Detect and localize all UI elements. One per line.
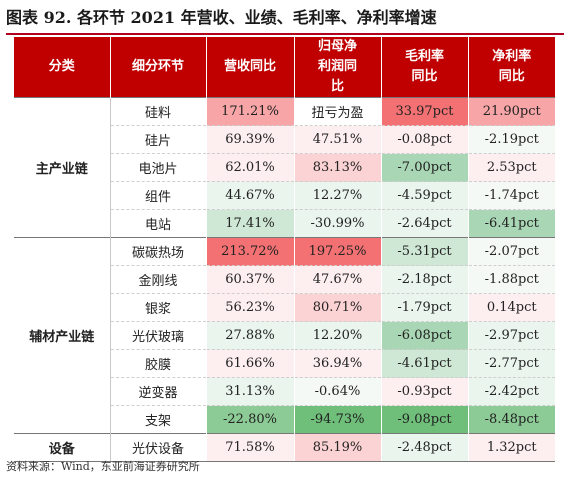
- gross-margin-cell: -2.64pct: [380, 209, 468, 238]
- net-margin-cell: -2.77pct: [467, 349, 555, 378]
- segment-cell: 金刚线: [109, 265, 206, 294]
- table-row: 设备 光伏设备 71.58% 85.19% -2.48pct 1.32pct: [14, 433, 555, 462]
- net-margin-cell: 0.14pct: [467, 293, 555, 322]
- revenue-cell: 31.13%: [205, 377, 294, 406]
- segment-cell: 电池片: [109, 153, 206, 182]
- gross-margin-cell: -4.61pct: [380, 349, 468, 378]
- revenue-cell: 61.66%: [205, 349, 294, 378]
- table-row: 电站 17.41% -30.99% -2.64pct -6.41pct: [14, 209, 555, 238]
- profit-cell: -94.73%: [293, 405, 381, 434]
- growth-table: 分类 细分环节 营收同比 归母净利润同比 毛利率同比 净利率同比 主产业链 硅料 1…: [14, 37, 555, 462]
- table-row: 主产业链 硅料 171.21% 扭亏为盈 33.97pct 21.90pct: [14, 97, 555, 238]
- net-margin-cell: -2.42pct: [467, 377, 555, 406]
- table-row: 逆变器 31.13% -0.64% -0.93pct -2.42pct: [14, 377, 555, 406]
- segment-cell: 电站: [109, 209, 206, 238]
- table-row: 支架 -22.80% -94.73% -9.08pct -8.48pct: [14, 405, 555, 434]
- profit-cell: 83.13%: [293, 153, 381, 182]
- revenue-cell: 171.21%: [205, 97, 294, 126]
- profit-cell: 80.71%: [293, 293, 381, 322]
- profit-cell: 36.94%: [293, 349, 381, 378]
- table-row: 金刚线 60.37% 47.67% -2.18pct -1.88pct: [14, 265, 555, 294]
- profit-cell: 85.19%: [293, 433, 381, 462]
- revenue-cell: 62.01%: [205, 153, 294, 182]
- header-net-margin: 净利率同比: [468, 37, 555, 98]
- gross-margin-cell: -6.08pct: [380, 321, 468, 350]
- header-group: 分类: [14, 37, 111, 98]
- profit-cell: 47.51%: [293, 125, 381, 154]
- net-margin-cell: 1.32pct: [467, 433, 555, 462]
- revenue-cell: 213.72%: [205, 237, 294, 266]
- segment-cell: 胶膜: [109, 349, 206, 378]
- revenue-cell: 17.41%: [205, 209, 294, 238]
- net-margin-cell: -1.74pct: [467, 181, 555, 210]
- group-cell: 辅材产业链: [14, 237, 111, 434]
- segment-cell: 硅片: [109, 125, 206, 154]
- net-margin-cell: 21.90pct: [467, 97, 555, 126]
- gross-margin-cell: -2.48pct: [380, 433, 468, 462]
- gross-margin-cell: -4.59pct: [380, 181, 468, 210]
- segment-cell: 光伏玻璃: [109, 321, 206, 350]
- segment-cell: 银浆: [109, 293, 206, 322]
- segment-cell: 碳碳热场: [109, 237, 206, 266]
- gross-margin-cell: -2.18pct: [380, 265, 468, 294]
- revenue-cell: 44.67%: [205, 181, 294, 210]
- header-revenue: 营收同比: [206, 37, 295, 98]
- figure-title: 图表 92. 各环节 2021 年营收、业绩、毛利率、净利率增速: [6, 8, 437, 27]
- gross-margin-cell: -0.93pct: [380, 377, 468, 406]
- profit-cell: 12.20%: [293, 321, 381, 350]
- gross-margin-cell: -5.31pct: [380, 237, 468, 266]
- table-row: 银浆 56.23% 80.71% -1.79pct 0.14pct: [14, 293, 555, 322]
- net-margin-cell: -2.19pct: [467, 125, 555, 154]
- net-margin-cell: -2.97pct: [467, 321, 555, 350]
- segment-cell: 硅料: [109, 97, 206, 126]
- header-gross-margin: 毛利率同比: [381, 37, 469, 98]
- profit-cell: -0.64%: [293, 377, 381, 406]
- revenue-cell: 60.37%: [205, 265, 294, 294]
- net-margin-cell: -8.48pct: [467, 405, 555, 434]
- net-margin-cell: -1.88pct: [467, 265, 555, 294]
- header-row: 分类 细分环节 营收同比 归母净利润同比 毛利率同比 净利率同比: [14, 37, 555, 98]
- segment-cell: 光伏设备: [109, 433, 206, 462]
- table-row: 胶膜 61.66% 36.94% -4.61pct -2.77pct: [14, 349, 555, 378]
- table-row: 光伏玻璃 27.88% 12.20% -6.08pct -2.97pct: [14, 321, 555, 350]
- segment-cell: 组件: [109, 181, 206, 210]
- net-margin-cell: -2.07pct: [467, 237, 555, 266]
- title-rule: [6, 33, 564, 35]
- group-cell: 设备: [14, 433, 111, 462]
- profit-cell: 197.25%: [293, 237, 381, 266]
- gross-margin-cell: -9.08pct: [380, 405, 468, 434]
- segment-cell: 支架: [109, 405, 206, 434]
- revenue-cell: 71.58%: [205, 433, 294, 462]
- segment-cell: 逆变器: [109, 377, 206, 406]
- gross-margin-cell: -1.79pct: [380, 293, 468, 322]
- gross-margin-cell: -7.00pct: [380, 153, 468, 182]
- profit-cell: 12.27%: [293, 181, 381, 210]
- revenue-cell: 69.39%: [205, 125, 294, 154]
- net-margin-cell: 2.53pct: [467, 153, 555, 182]
- table-row: 组件 44.67% 12.27% -4.59pct -1.74pct: [14, 181, 555, 210]
- group-cell: 主产业链: [14, 97, 111, 238]
- revenue-cell: -22.80%: [205, 405, 294, 434]
- profit-cell: 扭亏为盈: [293, 97, 381, 126]
- table-row: 电池片 62.01% 83.13% -7.00pct 2.53pct: [14, 153, 555, 182]
- source-note: 资料来源：Wind，东亚前海证券研究所: [6, 460, 200, 473]
- profit-cell: 47.67%: [293, 265, 381, 294]
- net-margin-cell: -6.41pct: [467, 209, 555, 238]
- gross-margin-cell: 33.97pct: [380, 97, 468, 126]
- header-segment: 细分环节: [110, 37, 207, 98]
- table-row: 硅片 69.39% 47.51% -0.08pct -2.19pct: [14, 125, 555, 154]
- header-profit: 归母净利润同比: [294, 37, 382, 98]
- revenue-cell: 27.88%: [205, 321, 294, 350]
- gross-margin-cell: -0.08pct: [380, 125, 468, 154]
- profit-cell: -30.99%: [293, 209, 381, 238]
- table-row: 辅材产业链 碳碳热场 213.72% 197.25% -5.31pct -2.07pct: [14, 237, 555, 434]
- revenue-cell: 56.23%: [205, 293, 294, 322]
